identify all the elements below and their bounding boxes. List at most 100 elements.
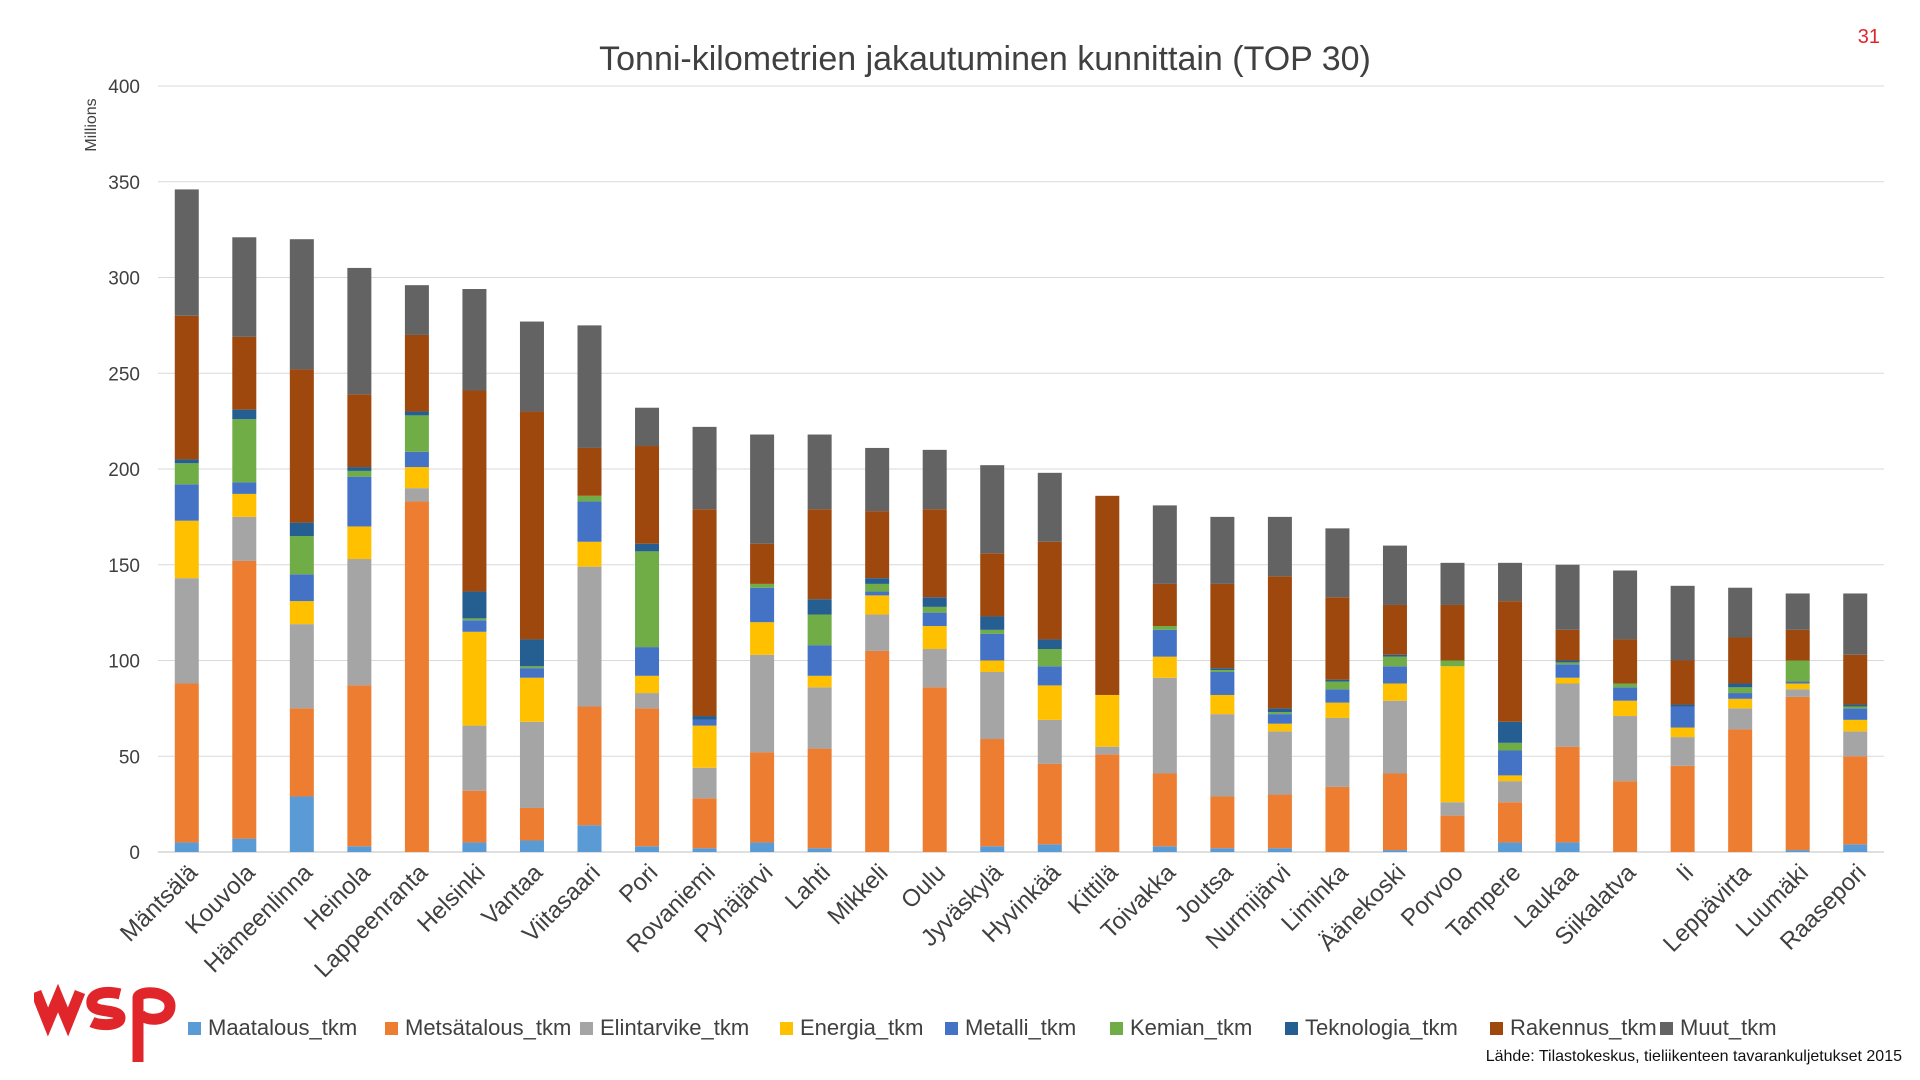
legend-label: Muut_tkm [1680, 1015, 1777, 1040]
bar-segment [289, 369, 314, 523]
bar-segment [519, 721, 544, 808]
bar-segment [347, 526, 372, 560]
bar-segment [922, 449, 947, 510]
bar-segment [1498, 562, 1523, 602]
bar-segment [692, 725, 717, 768]
bar-segment [174, 484, 199, 521]
bar-segment [807, 748, 832, 849]
bar-segment [1498, 842, 1523, 852]
bar-segment [635, 693, 660, 709]
bar-segment [980, 616, 1005, 630]
bar-segment [980, 633, 1005, 661]
bar-segment [1210, 516, 1235, 584]
bar-segment [404, 285, 429, 335]
bar-segment [1037, 666, 1062, 686]
bar-segment [1267, 723, 1292, 732]
bar-segment [1555, 842, 1580, 852]
bar-segment [1785, 683, 1810, 690]
bar-segment [1325, 702, 1350, 718]
legend-label: Metalli_tkm [965, 1015, 1076, 1040]
bar-segment [807, 645, 832, 676]
bar-segment [232, 493, 257, 517]
bar-segment [1843, 654, 1868, 705]
bar-segment [289, 239, 314, 370]
bar-segment [1325, 786, 1350, 852]
bar-segment [289, 574, 314, 602]
bar-segment [692, 426, 717, 510]
bar-segment [519, 677, 544, 722]
bar-segment [519, 639, 544, 667]
bar-segment [1785, 629, 1810, 661]
bar-segment [1613, 683, 1638, 688]
bar-segment [1095, 495, 1120, 695]
bar-segment [289, 601, 314, 625]
legend: Maatalous_tkm Metsätalous_tkm Elintarvike_… [188, 1015, 1777, 1040]
bar-segment [865, 583, 890, 592]
bar-segment [1210, 668, 1235, 671]
bar-segment [347, 267, 372, 395]
bar-segment [807, 675, 832, 688]
bar-segment [922, 649, 947, 688]
bar-segment [635, 446, 660, 544]
wsp-logo [34, 984, 176, 1062]
legend-swatch [385, 1022, 398, 1035]
bar-segment [1785, 660, 1810, 682]
bar-segment [1095, 694, 1120, 747]
bar-segment [1613, 781, 1638, 852]
bar-segment [750, 752, 775, 843]
bar-segment [519, 840, 544, 852]
y-tick-label: 400 [108, 77, 140, 98]
bar-segment [1613, 700, 1638, 717]
bar-segment [750, 434, 775, 544]
bar-segment [174, 683, 199, 843]
bar-segment [1152, 629, 1177, 657]
bar-segment [1670, 704, 1695, 707]
bar-segment [1037, 639, 1062, 650]
bar-segment [692, 716, 717, 720]
y-tick-label: 50 [119, 747, 140, 768]
legend-swatch [945, 1022, 958, 1035]
bar-segment [750, 654, 775, 753]
bar-segment [1843, 719, 1868, 732]
bar-segment [519, 668, 544, 678]
bar-segment [1440, 604, 1465, 661]
bar-segment [347, 846, 372, 852]
legend-swatch [780, 1022, 793, 1035]
bar-segment [980, 553, 1005, 617]
bar-segment [1037, 719, 1062, 764]
legend-label: Rakennus_tkm [1510, 1015, 1657, 1040]
bar-segment [1785, 689, 1810, 697]
bar-segment [865, 591, 890, 596]
bar-segment [577, 825, 602, 852]
bar-segment [1785, 850, 1810, 852]
bar-segment [1728, 698, 1753, 709]
bar-segment [807, 614, 832, 646]
bar-segment [1613, 639, 1638, 684]
bar-segment [1785, 593, 1810, 630]
bar-segment [865, 447, 890, 512]
bar-segment [289, 796, 314, 852]
bar-segment [1843, 708, 1868, 720]
bar-segment [577, 541, 602, 567]
bar-segment [404, 467, 429, 489]
bar-segment [1210, 796, 1235, 849]
bar-segment [1555, 664, 1580, 678]
bar-segment [750, 583, 775, 588]
bar-segment [692, 798, 717, 849]
y-tick-label: 250 [108, 364, 140, 385]
y-tick-label: 0 [129, 843, 140, 864]
bar-segment [347, 467, 372, 471]
bar-segment [1382, 683, 1407, 701]
bar-segment [1267, 714, 1292, 724]
bar-segment [347, 470, 372, 477]
bar-segment [232, 237, 257, 337]
y-tick-label: 200 [108, 460, 140, 481]
bar-segment [1498, 601, 1523, 722]
bar-segment [692, 767, 717, 799]
bar-segment [1440, 802, 1465, 816]
bar-segment [1728, 587, 1753, 638]
bar-segment [519, 321, 544, 412]
bar-segment [980, 629, 1005, 634]
bar-segment [1037, 649, 1062, 667]
bar-segment [1728, 637, 1753, 684]
